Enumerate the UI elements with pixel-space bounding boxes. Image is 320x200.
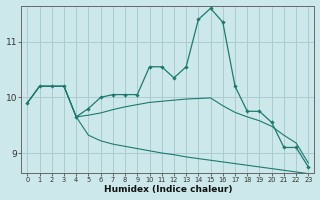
- X-axis label: Humidex (Indice chaleur): Humidex (Indice chaleur): [104, 185, 232, 194]
